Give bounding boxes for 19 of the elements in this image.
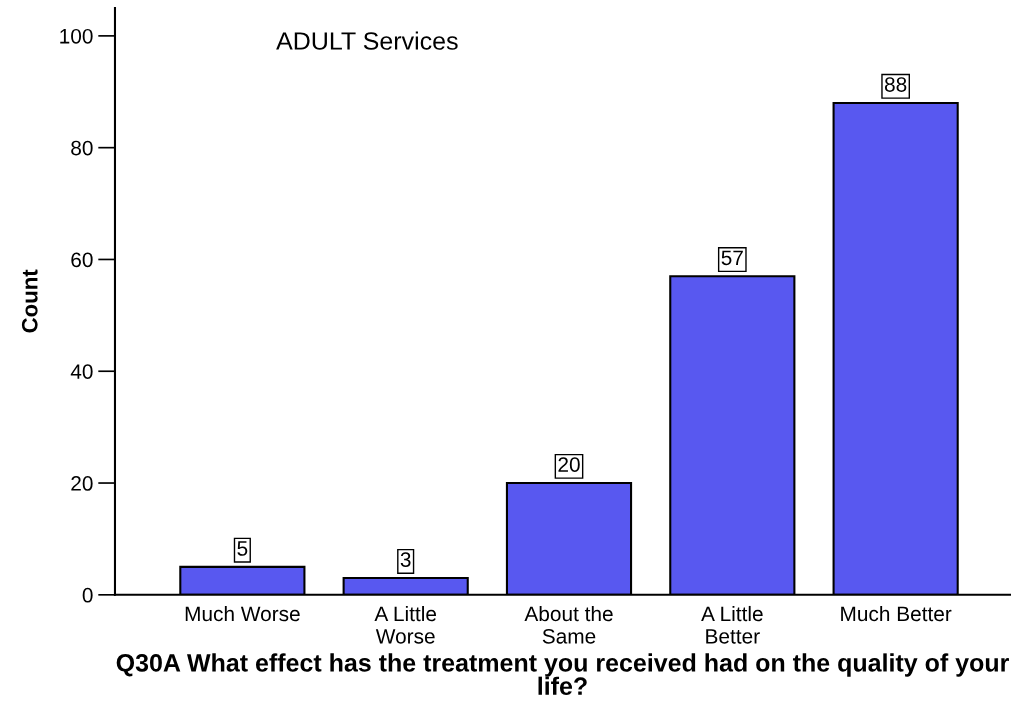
x-tick-label: A Little Worse [374, 605, 437, 644]
y-tick-label: 80 [71, 140, 93, 156]
y-tick-label: 60 [71, 252, 93, 268]
x-tick-label: A Little Better [701, 605, 763, 644]
data-label: 57 [721, 250, 743, 266]
x-axis-title: Q30A What effect has the treatment you received had on the quality of your life? [116, 653, 1009, 696]
y-axis-title: Count [21, 269, 38, 333]
text: ADULT Services [276, 31, 458, 50]
y-tick-label: 0 [82, 587, 93, 603]
x-tick-label: Much Worse [185, 605, 300, 622]
x-tick-label: Much Better [841, 605, 952, 622]
y-tick-label: 20 [71, 476, 93, 491]
data-label: 3 [400, 552, 411, 567]
data-label: 5 [237, 541, 248, 556]
data-label: 88 [884, 77, 907, 92]
y-tick-label: 40 [70, 364, 93, 379]
data-label: 20 [558, 457, 580, 472]
x-tick-label: About the Same [524, 605, 613, 644]
y-tick-label: 100 [60, 28, 93, 44]
